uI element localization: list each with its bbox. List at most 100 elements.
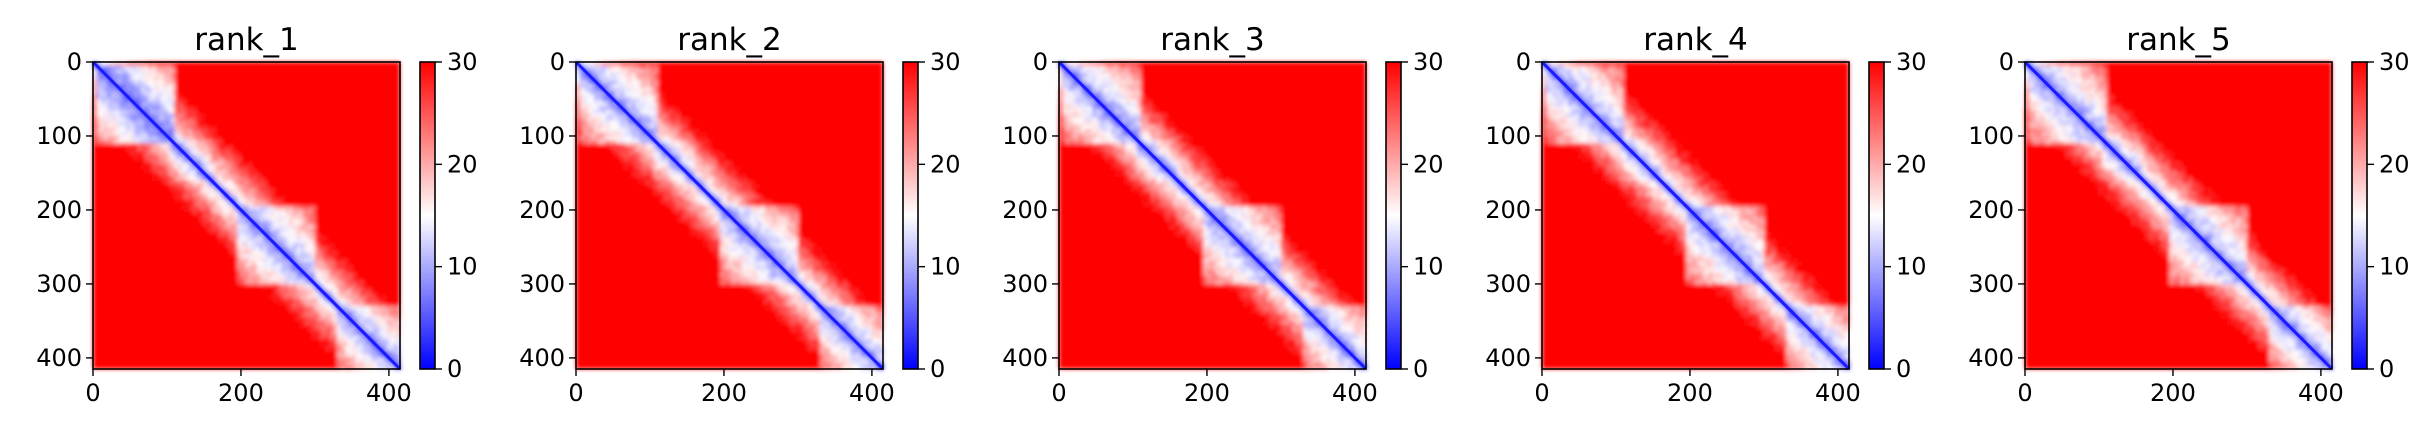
heatmap-cell [816, 324, 821, 329]
heatmap-cell [779, 246, 784, 252]
heatmap-cell [377, 302, 383, 307]
heatmap-cell [772, 221, 777, 226]
heatmap-cell [723, 184, 729, 189]
heatmap-cell [1095, 113, 1101, 119]
heatmap-cell [1158, 121, 1164, 126]
heatmap-cell [222, 150, 227, 156]
heatmap-cell [166, 158, 172, 163]
heatmap-cell [366, 354, 372, 359]
heatmap-cell [303, 209, 309, 215]
heatmap-cell [363, 317, 368, 322]
heatmap-cell [842, 283, 847, 289]
heatmap-cell [860, 324, 866, 329]
heatmap-cell [392, 306, 397, 311]
heatmap-cell [694, 228, 699, 233]
heatmap-cell [768, 228, 773, 233]
heatmap-cell [838, 295, 843, 300]
heatmap-cell [661, 132, 666, 137]
heatmap-cell [860, 320, 866, 326]
heatmap-cell [668, 176, 673, 181]
heatmap-cell [638, 117, 644, 122]
heatmap-cell [311, 217, 316, 222]
heatmap-cell [226, 217, 231, 222]
heatmap-cell [805, 306, 810, 311]
heatmap-cell [794, 246, 799, 252]
heatmap-cell [768, 217, 773, 222]
heatmap-cell [222, 187, 227, 193]
heatmap-cell [587, 91, 592, 96]
heatmap-cell [723, 269, 729, 274]
heatmap-cell [797, 254, 803, 259]
heatmap-cell [270, 206, 275, 211]
heatmap-cell [159, 143, 164, 148]
heatmap-cell [760, 291, 766, 296]
heatmap-cell [834, 317, 840, 322]
heatmap-cell [396, 357, 401, 363]
heatmap-cell [296, 228, 301, 233]
heatmap-cell [679, 117, 684, 122]
colorbar-frame [902, 61, 919, 370]
heatmap-cell [760, 250, 766, 255]
heatmap-cell [738, 239, 744, 244]
heatmap-cell [653, 91, 658, 96]
heatmap-cell [141, 106, 146, 111]
heatmap-cell [252, 169, 257, 174]
heatmap-cell [616, 87, 621, 93]
heatmap-cell [594, 84, 599, 89]
heatmap-cell [181, 106, 187, 111]
heatmap-cell [100, 117, 105, 122]
heatmap-cell [93, 69, 98, 74]
heatmap-cell [93, 84, 98, 89]
heatmap-cell [1081, 110, 1086, 115]
heatmap-cell [270, 261, 275, 267]
heatmap-cell [753, 209, 758, 215]
heatmap-cell [801, 243, 806, 248]
heatmap-cell [344, 302, 349, 307]
heatmap-cell [248, 209, 253, 215]
heatmap-cell [868, 343, 873, 348]
heatmap-cell [846, 291, 851, 296]
heatmap-cell [731, 169, 736, 174]
heatmap-cell [698, 213, 703, 218]
heatmap-cell [779, 287, 784, 292]
heatmap-cell [392, 346, 397, 352]
heatmap-cell [1121, 76, 1127, 82]
heatmap-cell [664, 161, 670, 167]
heatmap-cell [1059, 98, 1064, 104]
heatmap-cell [805, 246, 810, 252]
heatmap-cell [93, 76, 98, 82]
heatmap-cell [300, 280, 305, 285]
heatmap-cell [709, 213, 714, 218]
heatmap-cell [631, 121, 636, 126]
heatmap-cell [742, 180, 747, 185]
heatmap-cell [333, 261, 338, 267]
heatmap-cell [783, 317, 788, 322]
heatmap-cell [137, 84, 142, 89]
heatmap-cell [1073, 73, 1079, 78]
heatmap-cell [846, 343, 851, 348]
heatmap-cell [296, 302, 301, 307]
heatmap-cell [207, 139, 212, 144]
heatmap-cell [1059, 84, 1064, 89]
heatmap-cell [263, 206, 268, 211]
heatmap-cell [170, 91, 175, 96]
heatmap-cell [329, 291, 335, 296]
heatmap-cell [757, 217, 762, 222]
heatmap-cell [229, 147, 235, 152]
heatmap-cell [646, 69, 651, 74]
heatmap-cell [853, 365, 858, 370]
heatmap-cell [857, 317, 862, 322]
heatmap-cell [735, 206, 740, 211]
heatmap-cell [742, 265, 747, 270]
heatmap-cell [307, 209, 312, 215]
heatmap-cell [289, 213, 294, 218]
heatmap-cell [868, 313, 873, 318]
heatmap-cell [709, 187, 714, 193]
heatmap-cell [768, 276, 773, 281]
heatmap-cell [1136, 117, 1141, 122]
diagonal [574, 60, 885, 371]
heatmap-cell [705, 232, 710, 237]
heatmap-cell [111, 102, 116, 107]
heatmap-cell [723, 187, 729, 193]
heatmap-cell [712, 180, 718, 185]
